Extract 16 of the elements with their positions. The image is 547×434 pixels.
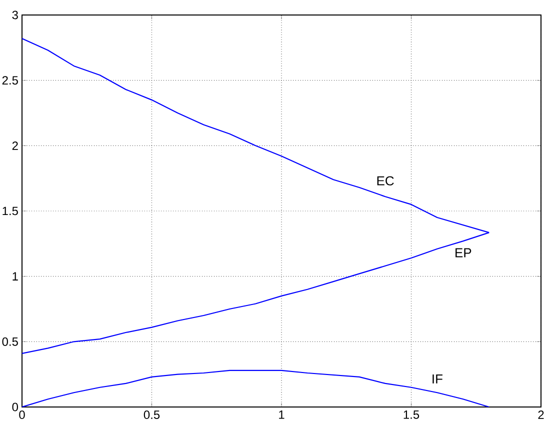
x-tick-label: 1.5 bbox=[404, 410, 420, 419]
y-tick-label: 0 bbox=[12, 402, 18, 412]
series-label: EP bbox=[456, 248, 472, 258]
line-series bbox=[22, 370, 490, 407]
series-label: EC bbox=[377, 176, 394, 186]
x-tick-label: 0.5 bbox=[144, 410, 160, 420]
y-tick-label: 1.5 bbox=[2, 206, 18, 216]
y-tick-label: 1 bbox=[12, 272, 18, 280]
y-tick-label: 2 bbox=[12, 141, 18, 150]
y-tick-label: 3 bbox=[12, 10, 18, 20]
x-tick-label: 2 bbox=[538, 410, 544, 419]
y-tick-label: 0.5 bbox=[2, 337, 18, 346]
series-label: IF bbox=[432, 374, 442, 384]
x-tick-label: 0 bbox=[19, 410, 25, 420]
y-tick-label: 2.5 bbox=[2, 76, 18, 85]
x-tick-label: 1 bbox=[279, 410, 284, 419]
